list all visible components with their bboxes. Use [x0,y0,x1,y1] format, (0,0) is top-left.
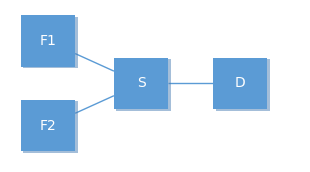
Text: S: S [137,76,145,90]
FancyBboxPatch shape [114,58,168,109]
FancyBboxPatch shape [24,101,78,153]
FancyBboxPatch shape [216,59,270,111]
Text: D: D [235,76,246,90]
Text: F2: F2 [40,119,56,133]
Text: F1: F1 [40,34,56,48]
FancyBboxPatch shape [117,59,170,111]
FancyBboxPatch shape [24,17,78,68]
FancyBboxPatch shape [21,100,75,151]
FancyBboxPatch shape [213,58,267,109]
FancyBboxPatch shape [21,15,75,67]
